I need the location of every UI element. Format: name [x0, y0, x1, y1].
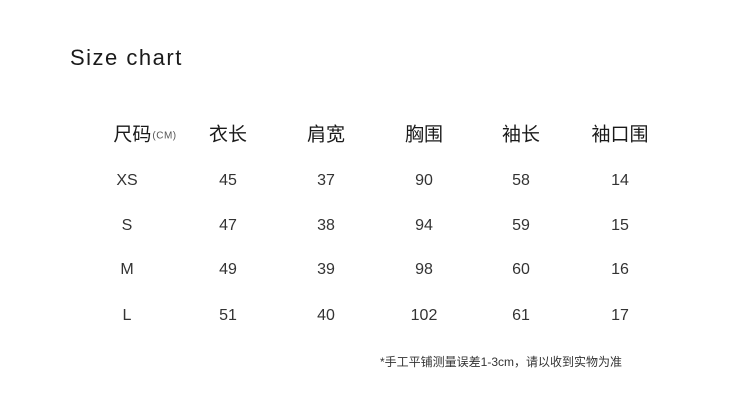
table-cell: 14: [611, 172, 629, 189]
table-cell: 51: [219, 307, 237, 324]
table-cell: 39: [317, 261, 335, 278]
table-cell: 15: [611, 217, 629, 234]
table-cell: 16: [611, 261, 629, 278]
table-cell: 98: [415, 261, 433, 278]
column-header-label: 衣长: [208, 124, 248, 146]
table-cell: 94: [415, 217, 433, 234]
table-cell: 38: [317, 217, 335, 234]
table-cell: 60: [512, 261, 530, 278]
measurement-note: *手工平铺测量误差1-3cm，请以收到实物为准: [380, 355, 623, 369]
size-label: L: [122, 307, 132, 324]
table-cell: 45: [219, 172, 237, 189]
size-label: M: [120, 261, 134, 278]
table-cell: 17: [611, 307, 629, 324]
page-title: Size chart: [70, 45, 183, 70]
column-header: 袖长: [502, 120, 540, 147]
size-label: XS: [116, 172, 138, 189]
column-header: 肩宽: [307, 120, 345, 147]
table-cell: 102: [410, 307, 438, 324]
column-header-label: 袖长: [501, 124, 541, 146]
column-header: 尺码(CM): [113, 120, 176, 147]
unit-label: (CM): [152, 130, 177, 142]
column-header: 袖口围: [591, 120, 648, 147]
size-label: S: [121, 217, 133, 234]
column-header: 胸围: [405, 120, 443, 147]
table-cell: 58: [512, 172, 530, 189]
table-cell: 49: [219, 261, 237, 278]
column-header: 衣长: [209, 120, 247, 147]
table-cell: 90: [415, 172, 433, 189]
column-header-label: 肩宽: [306, 124, 346, 146]
column-header-label: 袖口围: [591, 124, 649, 146]
table-cell: 59: [512, 217, 530, 234]
table-cell: 47: [219, 217, 237, 234]
column-header-label: 尺码: [113, 124, 152, 146]
table-cell: 61: [512, 307, 530, 324]
table-cell: 40: [317, 307, 335, 324]
table-cell: 37: [317, 172, 335, 189]
column-header-label: 胸围: [404, 124, 444, 146]
